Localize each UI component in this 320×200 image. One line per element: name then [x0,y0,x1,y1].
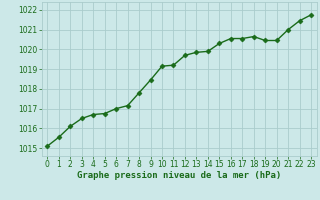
X-axis label: Graphe pression niveau de la mer (hPa): Graphe pression niveau de la mer (hPa) [77,171,281,180]
